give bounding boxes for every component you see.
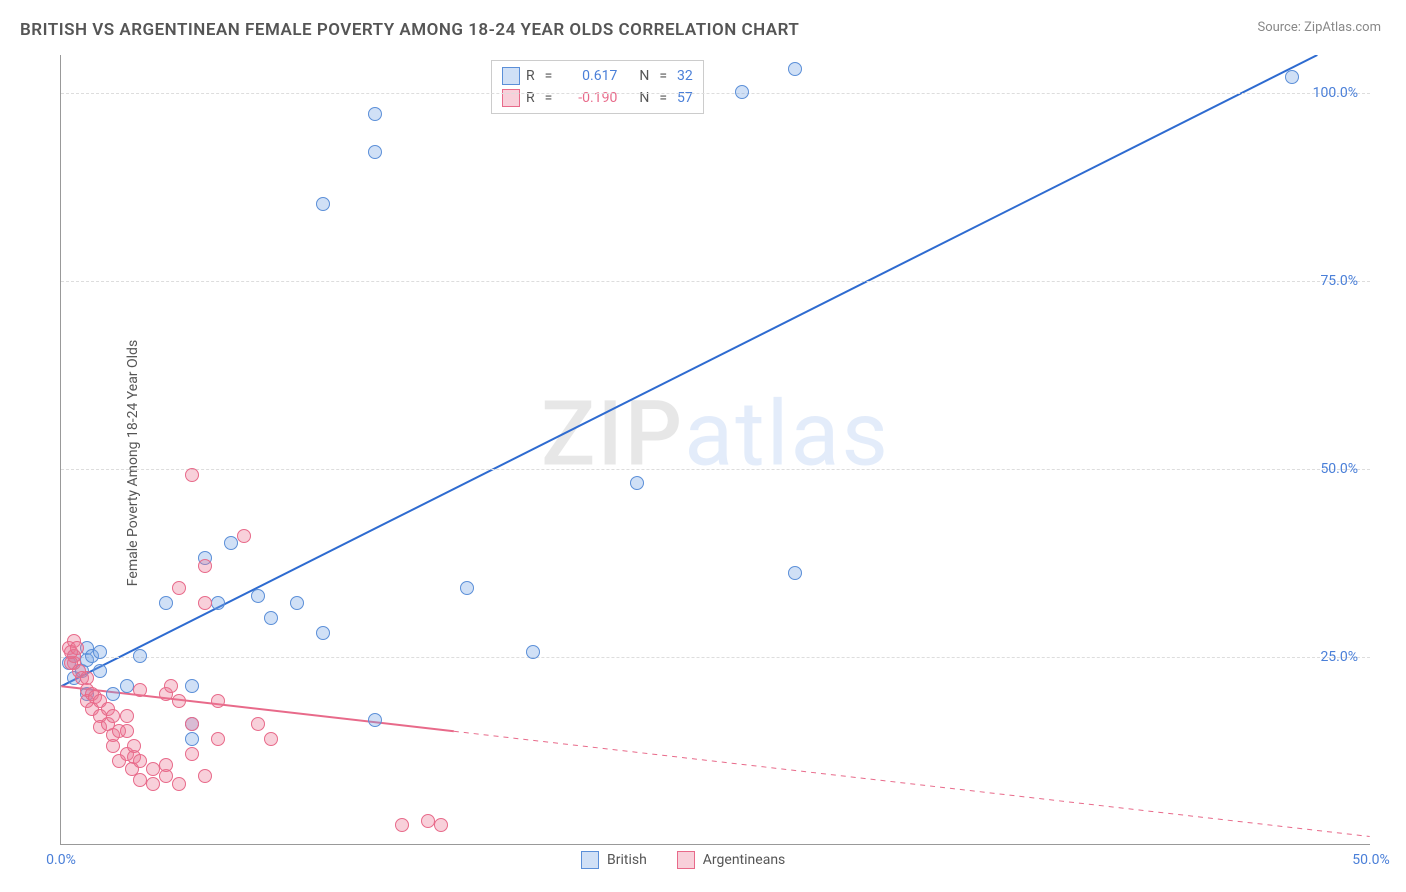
- plot-area: ZIPatlas R=0.617N=32R=-0.190N=57 British…: [60, 55, 1370, 845]
- scatter-point: [368, 107, 382, 121]
- source-label: Source: ZipAtlas.com: [1257, 20, 1381, 35]
- chart-title: BRITISH VS ARGENTINEAN FEMALE POVERTY AM…: [20, 20, 799, 40]
- y-tick-label: 25.0%: [1320, 649, 1358, 665]
- r-label: R: [526, 68, 535, 84]
- scatter-point: [316, 197, 330, 211]
- scatter-point: [70, 641, 84, 655]
- scatter-point: [172, 581, 186, 595]
- legend-series-item: Argentineans: [677, 851, 785, 869]
- scatter-point: [159, 758, 173, 772]
- scatter-point: [120, 679, 134, 693]
- trend-line-dashed: [454, 731, 1370, 836]
- scatter-point: [290, 596, 304, 610]
- scatter-point: [164, 679, 178, 693]
- scatter-point: [127, 739, 141, 753]
- legend-series-label: British: [607, 852, 647, 868]
- legend-correlation-row: R=0.617N=32: [502, 65, 693, 87]
- gridline: [61, 281, 1370, 282]
- watermark: ZIPatlas: [541, 381, 890, 486]
- scatter-point: [198, 559, 212, 573]
- scatter-point: [198, 596, 212, 610]
- scatter-point: [1285, 70, 1299, 84]
- gridline: [61, 469, 1370, 470]
- scatter-point: [185, 747, 199, 761]
- scatter-point: [185, 679, 199, 693]
- scatter-point: [211, 596, 225, 610]
- scatter-point: [172, 694, 186, 708]
- scatter-point: [316, 626, 330, 640]
- scatter-point: [133, 773, 147, 787]
- scatter-point: [93, 645, 107, 659]
- header: BRITISH VS ARGENTINEAN FEMALE POVERTY AM…: [0, 0, 1406, 50]
- scatter-point: [106, 709, 120, 723]
- scatter-point: [264, 611, 278, 625]
- trend-line-solid: [61, 55, 1317, 686]
- scatter-point: [421, 814, 435, 828]
- x-tick-label: 0.0%: [46, 852, 76, 868]
- scatter-point: [630, 476, 644, 490]
- gridline: [61, 657, 1370, 658]
- scatter-point: [368, 145, 382, 159]
- legend-correlation: R=0.617N=32R=-0.190N=57: [491, 60, 704, 114]
- y-tick-label: 75.0%: [1320, 273, 1358, 289]
- scatter-point: [185, 732, 199, 746]
- scatter-point: [159, 596, 173, 610]
- scatter-point: [146, 777, 160, 791]
- legend-swatch: [677, 851, 695, 869]
- legend-series-label: Argentineans: [703, 852, 785, 868]
- scatter-point: [251, 589, 265, 603]
- scatter-point: [172, 777, 186, 791]
- legend-swatch: [502, 67, 520, 85]
- scatter-point: [133, 649, 147, 663]
- n-value: 32: [677, 68, 693, 84]
- scatter-point: [735, 85, 749, 99]
- scatter-point: [120, 724, 134, 738]
- watermark-part2: atlas: [684, 381, 890, 486]
- scatter-point: [198, 769, 212, 783]
- scatter-point: [211, 694, 225, 708]
- scatter-point: [788, 566, 802, 580]
- scatter-point: [251, 717, 265, 731]
- legend-correlation-row: R=-0.190N=57: [502, 87, 693, 109]
- n-label: N: [639, 68, 649, 84]
- y-tick-label: 100.0%: [1313, 85, 1358, 101]
- scatter-point: [133, 754, 147, 768]
- scatter-point: [211, 732, 225, 746]
- scatter-point: [264, 732, 278, 746]
- scatter-point: [224, 536, 238, 550]
- y-tick-label: 50.0%: [1320, 461, 1358, 477]
- scatter-point: [788, 62, 802, 76]
- scatter-point: [368, 713, 382, 727]
- legend-series-item: British: [581, 851, 647, 869]
- legend-series: British Argentineans: [581, 851, 785, 869]
- x-tick-label: 50.0%: [1352, 852, 1390, 868]
- scatter-point: [395, 818, 409, 832]
- scatter-point: [526, 645, 540, 659]
- scatter-point: [120, 709, 134, 723]
- scatter-point: [460, 581, 474, 595]
- scatter-point: [185, 468, 199, 482]
- scatter-point: [434, 818, 448, 832]
- r-value: 0.617: [562, 68, 617, 84]
- gridline: [61, 93, 1370, 94]
- scatter-point: [106, 739, 120, 753]
- scatter-point: [133, 683, 147, 697]
- watermark-part1: ZIP: [541, 381, 684, 486]
- scatter-point: [146, 762, 160, 776]
- scatter-point: [106, 687, 120, 701]
- scatter-point: [93, 664, 107, 678]
- legend-swatch: [581, 851, 599, 869]
- scatter-point: [237, 529, 251, 543]
- chart-container: Female Poverty Among 18-24 Year Olds ZIP…: [20, 55, 1385, 885]
- scatter-point: [185, 717, 199, 731]
